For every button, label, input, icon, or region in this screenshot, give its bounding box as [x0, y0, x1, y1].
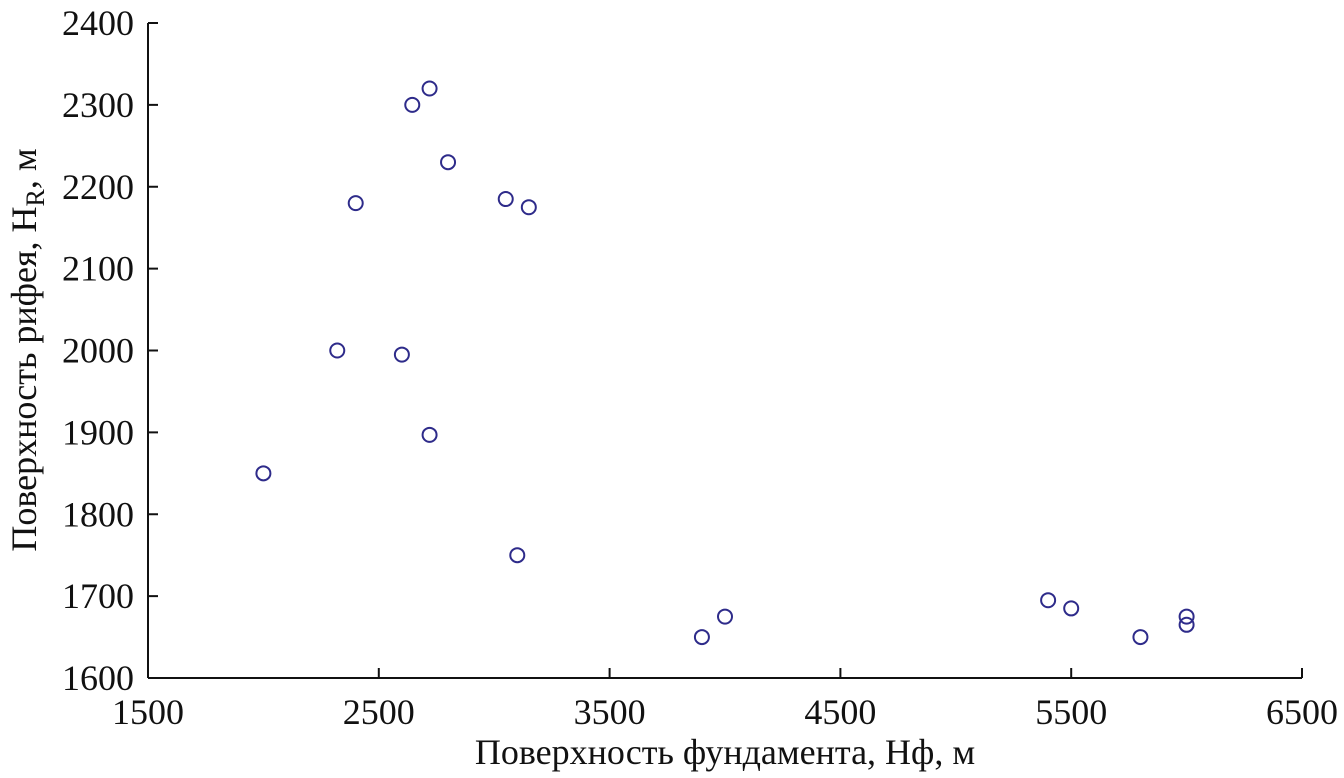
- y-label-main: Поверхность рифея, H: [4, 206, 44, 551]
- y-tick-label: 2100: [62, 249, 134, 289]
- point: [717, 608, 733, 625]
- y-label-subscript: R: [21, 188, 50, 206]
- point: [497, 191, 514, 208]
- point: [421, 80, 438, 97]
- y-tick-label: 1700: [62, 576, 134, 616]
- point: [440, 154, 457, 171]
- point: [329, 342, 346, 359]
- x-tick-label: 1500: [112, 692, 184, 732]
- point: [255, 465, 272, 482]
- y-tick-label: 2400: [62, 3, 134, 43]
- y-tick-label: 2300: [62, 85, 134, 125]
- x-tick-label: 5500: [1035, 692, 1107, 732]
- point: [693, 629, 710, 646]
- point: [404, 96, 421, 113]
- x-tick-label: 2500: [343, 692, 415, 732]
- x-tick-label: 6500: [1266, 692, 1338, 732]
- point: [347, 195, 364, 212]
- y-tick-label: 2200: [62, 167, 134, 207]
- y-axis-label: Поверхность рифея, HR, м: [4, 148, 50, 551]
- y-tick-label: 1600: [62, 658, 134, 698]
- x-tick-label: 4500: [804, 692, 876, 732]
- point: [393, 346, 410, 363]
- x-tick-label: 3500: [574, 692, 646, 732]
- y-label-suffix: , м: [4, 148, 44, 189]
- point: [1178, 608, 1195, 625]
- y-tick-label: 1800: [62, 494, 134, 534]
- point: [1040, 592, 1057, 609]
- point: [421, 426, 438, 443]
- point: [509, 547, 526, 564]
- y-tick-label: 1900: [62, 412, 134, 452]
- x-axis-label: Поверхность фундамента, Нф, м: [475, 732, 975, 772]
- y-tick-label: 2000: [62, 331, 134, 371]
- point: [1063, 600, 1080, 617]
- point: [1178, 616, 1195, 633]
- point: [520, 199, 537, 216]
- point: [1132, 629, 1149, 646]
